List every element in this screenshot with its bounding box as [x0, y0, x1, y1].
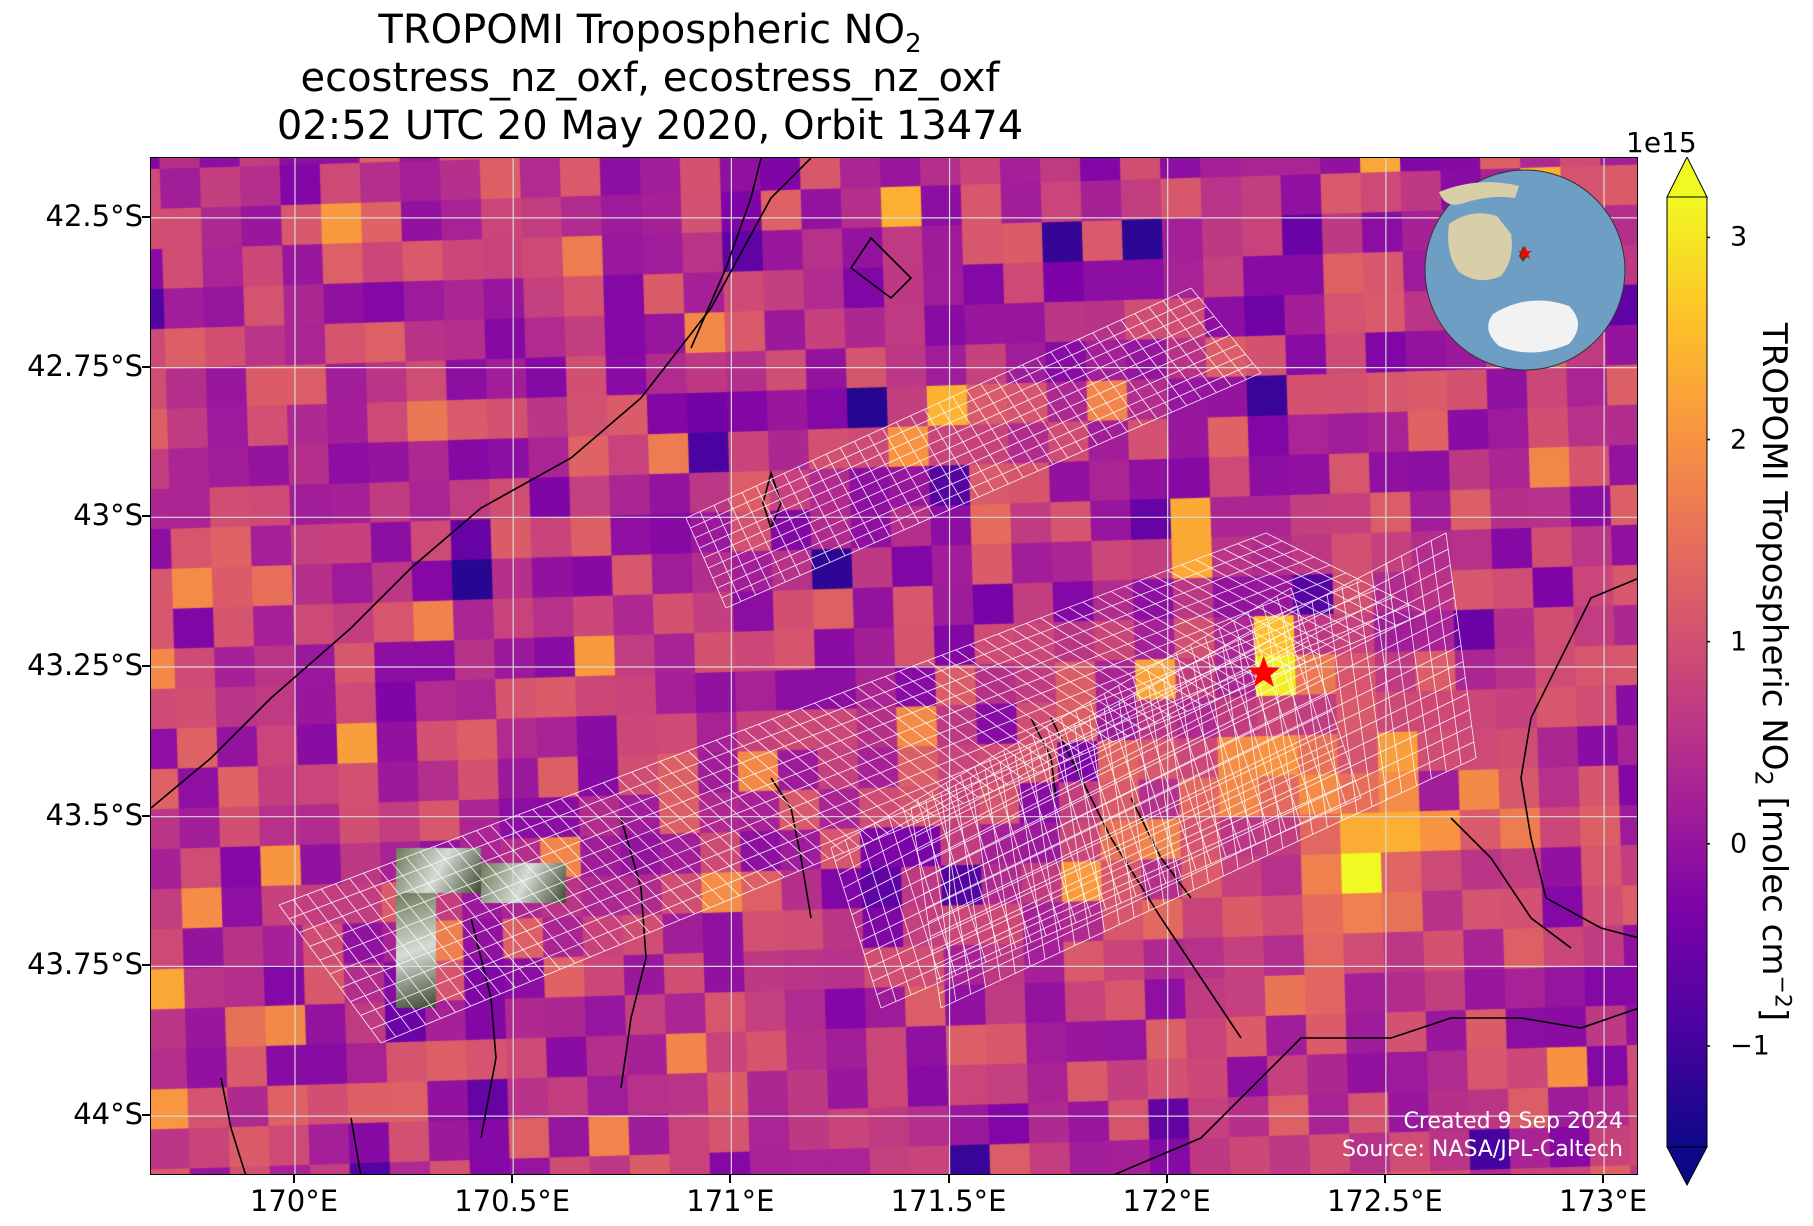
coastline-path — [690, 158, 762, 349]
coastline-path — [1050, 717, 1242, 1039]
coastline-path — [1520, 577, 1637, 939]
coastline-path — [1113, 1007, 1637, 1174]
coastlines — [151, 158, 1637, 1174]
colorbar — [1664, 157, 1710, 1187]
lat-tick-label: 42.75°S — [27, 348, 143, 383]
colorbar-tick-label: −1 — [1730, 1030, 1770, 1062]
map-title-line2: ecostress_nz_oxf, ecostress_nz_oxf — [300, 55, 1000, 101]
lat-tick-label: 43.25°S — [27, 648, 143, 682]
colorbar-extend-max — [1666, 157, 1708, 198]
map-title-line3: 02:52 UTC 20 May 2020, Orbit 13474 — [276, 103, 1024, 149]
lat-tick — [142, 515, 150, 518]
lon-tick-label: 170°E — [249, 1184, 339, 1218]
lat-tick-label: 43.75°S — [27, 947, 143, 982]
lon-tick-label: 170.5°E — [454, 1184, 571, 1218]
swath-upper — [685, 287, 1262, 609]
lon-tick-label: 172°E — [1122, 1184, 1211, 1218]
site-star-icon[interactable] — [1247, 656, 1280, 687]
lat-tick — [142, 814, 150, 817]
ecostress-swath-outlines — [278, 287, 1477, 1044]
colorbar-tick-label: 2 — [1730, 424, 1748, 456]
lat-tick — [142, 365, 150, 368]
lat-tick-label: 43.5°S — [45, 797, 143, 832]
no2-map-panel[interactable]: Created 9 Sep 2024 Source: NASA/JPL-Calt… — [150, 157, 1638, 1175]
lat-tick — [142, 665, 150, 667]
swath-lower — [910, 532, 1477, 1009]
credit-text: Created 9 Sep 2024 Source: NASA/JPL-Calt… — [1342, 1108, 1623, 1164]
created-date: Created 9 Sep 2024 — [1403, 1109, 1624, 1134]
lon-tick-label: 172.5°E — [1326, 1184, 1443, 1218]
globe-icon — [1424, 169, 1626, 371]
lon-tick — [511, 1175, 514, 1183]
source-line: Source: NASA/JPL-Caltech — [1341, 1137, 1623, 1162]
swath-mid — [830, 587, 1362, 1009]
colorbar-title: TROPOMI Tropospheric NO2 [molec cm−2] — [1749, 322, 1795, 1022]
colorbar-extend-min — [1666, 1146, 1708, 1187]
lon-tick — [729, 1175, 732, 1183]
coastline-path — [350, 1117, 362, 1174]
lat-tick — [142, 1114, 150, 1117]
lon-tick — [1602, 1175, 1605, 1183]
coastline-path — [470, 917, 497, 1139]
coastline-path — [620, 817, 647, 1089]
lat-tick-label: 43°S — [73, 498, 143, 533]
lat-tick — [142, 215, 150, 218]
lon-tick-label: 173°E — [1558, 1184, 1648, 1218]
colorbar-tick-label: 3 — [1730, 221, 1748, 253]
lon-tick — [293, 1175, 295, 1183]
lat-tick-label: 42.5°S — [45, 198, 143, 233]
colorbar-tick-label: 1 — [1730, 626, 1748, 658]
coastline-path — [1130, 797, 1192, 899]
lon-tick-label: 171.5°E — [890, 1184, 1007, 1218]
no2-pixel-heatmap — [151, 158, 1637, 1174]
lon-tick — [1165, 1175, 1168, 1183]
colorbar-gradient — [1667, 197, 1707, 1147]
coastline-path — [220, 1077, 247, 1174]
lon-tick-label: 171°E — [686, 1184, 775, 1218]
lat-tick-label: 44°S — [73, 1097, 143, 1132]
coastline-path — [849, 236, 913, 300]
lon-tick — [947, 1175, 950, 1183]
map-title-line1: TROPOMI Tropospheric NO2 — [378, 7, 922, 59]
coastline-path — [770, 777, 812, 919]
swath-long — [278, 532, 1427, 1044]
colorbar-exponent: 1e15 — [1626, 126, 1697, 159]
coastline-path — [151, 158, 812, 809]
graticule — [151, 158, 1637, 1174]
lat-tick — [142, 964, 150, 967]
coastline-path — [1450, 817, 1572, 949]
lon-tick — [1383, 1175, 1386, 1183]
colorbar-tick-label: 0 — [1730, 828, 1748, 860]
